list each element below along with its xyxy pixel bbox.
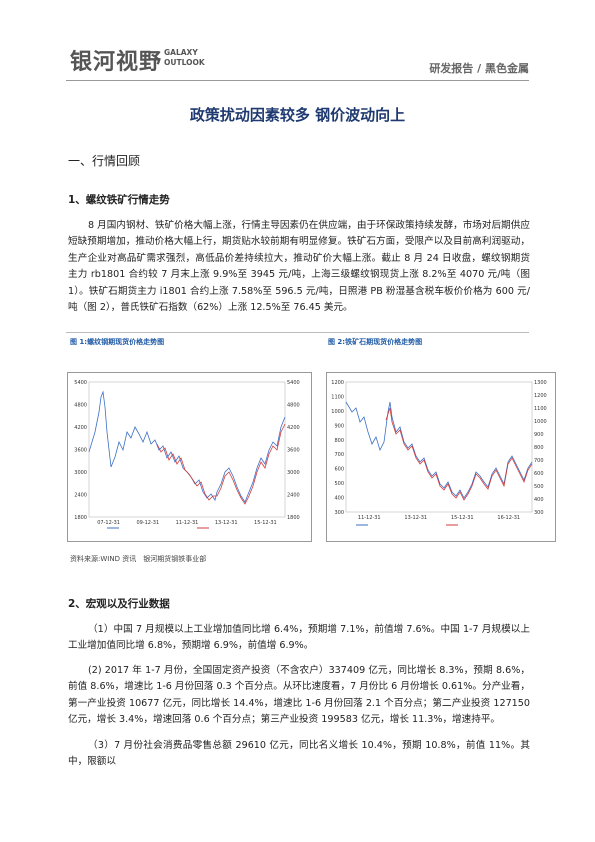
tick-label: 1200 [331, 380, 344, 386]
tick-label: 3600 [287, 448, 300, 454]
tick-label: 4200 [287, 425, 300, 431]
chart-1: 5400 4800 4200 3600 3000 2400 1800 5400 4800 4200… [67, 372, 312, 542]
divider [66, 332, 529, 333]
subheading: 1、螺纹铁矿行情走势 [68, 194, 170, 206]
tick-label: 1100 [331, 394, 344, 400]
x-label: 09-12-31 [136, 520, 159, 526]
x-label: 11-12-31 [358, 515, 381, 521]
tick-label: 1000 [331, 409, 344, 415]
x-label: 13-12-31 [404, 515, 427, 521]
figure-caption: 图 2:铁矿石期现货价格走势图 [328, 338, 423, 346]
paragraph: （3）7 月份社会消费品零售总额 29610 亿元，同比名义增长 10.4%，预… [68, 740, 530, 768]
tick-label: 500 [534, 484, 544, 490]
section-heading: 一、行情回顾 [68, 154, 141, 168]
x-label: 13-12-31 [215, 520, 238, 526]
chart-2: 1200 1100 1000 900 800 700 600 500 400 300 1300 120… [326, 372, 556, 542]
tick-label: 3000 [74, 470, 87, 476]
tick-label: 300 [334, 510, 344, 516]
tick-label: 400 [534, 497, 544, 503]
line-futures [385, 407, 533, 501]
x-label: 16-12-31 [497, 515, 520, 521]
line-futures [156, 423, 286, 505]
tick-label: 4800 [287, 403, 300, 409]
tick-label: 5400 [74, 380, 87, 386]
paragraph: 8 月国内钢材、铁矿价格大幅上涨，行情主导因素仍在供应端，由于环保政策持续发酵，… [68, 220, 530, 314]
title: 政策扰动因素较多 钢价波动向上 [189, 106, 406, 124]
tick-label: 5400 [287, 380, 300, 386]
tick-label: 800 [534, 445, 544, 451]
figure-caption: 图 1:螺纹钢期现货价格走势图 [70, 338, 165, 346]
x-label: 11-12-31 [176, 520, 199, 526]
tick-label: 400 [334, 496, 344, 502]
tick-label: 1000 [534, 419, 547, 425]
tick-label: 1300 [534, 380, 547, 386]
logo-en: OUTLOOK [164, 58, 205, 67]
tick-label: 600 [334, 467, 344, 473]
tick-label: 2400 [287, 493, 300, 499]
tick-label: 700 [534, 458, 544, 464]
x-label: 15-12-31 [451, 515, 474, 521]
tick-label: 300 [534, 510, 544, 516]
logo-en: GALAXY [164, 48, 198, 57]
tick-label: 1100 [534, 406, 547, 412]
tick-label: 1800 [287, 515, 300, 521]
tick-label: 900 [534, 432, 544, 438]
tick-label: 900 [334, 423, 344, 429]
plot-area [345, 381, 533, 513]
tick-label: 500 [334, 481, 344, 487]
x-label: 15-12-31 [254, 520, 277, 526]
tick-label: 3600 [74, 448, 87, 454]
source: 资料来源:WIND 资讯 银河期货钢铁事业部 [70, 555, 207, 563]
tick-label: 1800 [74, 515, 87, 521]
divider [66, 80, 529, 81]
tick-label: 700 [334, 452, 344, 458]
frame [326, 372, 556, 542]
tick-label: 3000 [287, 470, 300, 476]
paragraph: （1）中国 7 月规模以上工业增加值同比增 6.4%，预期增 7.1%，前值增 … [68, 624, 530, 652]
paragraph: (2) 2017 年 1-7 月份，全国固定资产投资（不含农户）337409 亿… [68, 665, 530, 726]
plot-area [88, 381, 286, 518]
tick-label: 4800 [74, 403, 87, 409]
tick-label: 800 [334, 438, 344, 444]
x-label: 07-12-31 [97, 520, 120, 526]
tick-label: 600 [534, 471, 544, 477]
category: 研发报告 / 黑色金属 [429, 62, 529, 75]
tick-label: 4200 [74, 425, 87, 431]
logo: 银河视野 [70, 50, 163, 75]
tick-label: 1200 [534, 393, 547, 399]
frame [67, 372, 312, 542]
subheading: 2、宏观以及行业数据 [68, 598, 170, 610]
line-spot [345, 401, 533, 499]
tick-label: 2400 [74, 493, 87, 499]
